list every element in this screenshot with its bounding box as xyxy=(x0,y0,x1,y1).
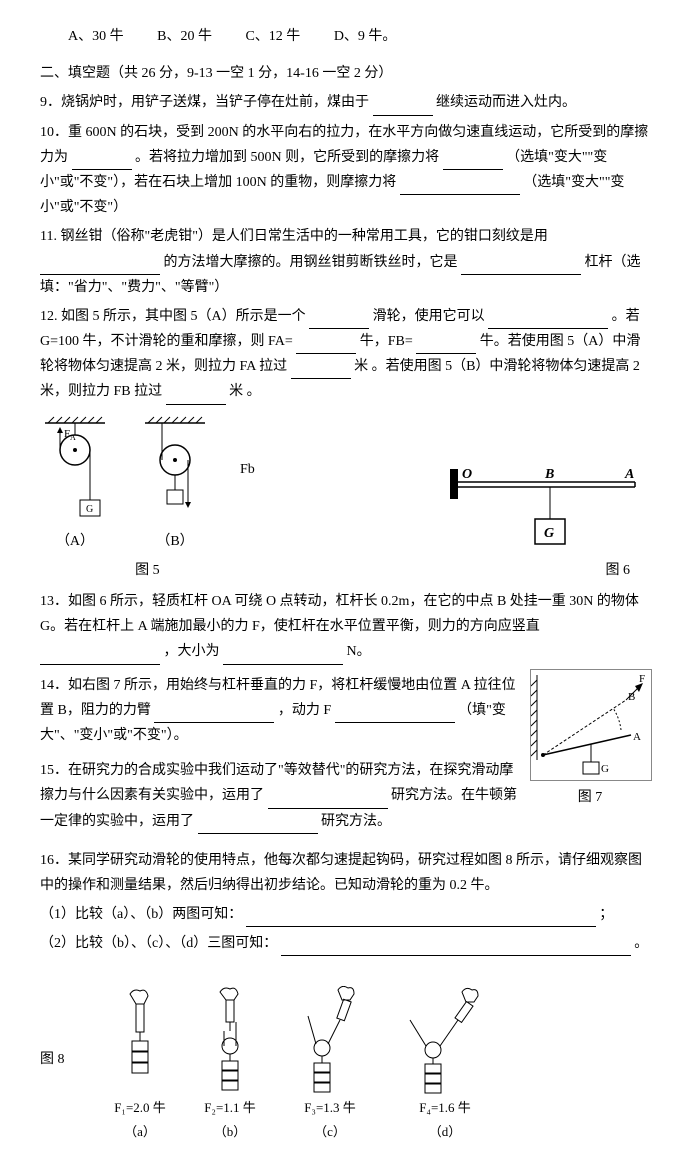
fig8c-sub: （c） xyxy=(290,1120,370,1143)
fig8d-sub: （d） xyxy=(400,1120,490,1143)
svg-text:F: F xyxy=(639,673,645,685)
label-O: O xyxy=(462,467,472,482)
q10-blank-2 xyxy=(443,152,503,170)
fig5a-label: （A） xyxy=(40,529,110,554)
q15-blank-1 xyxy=(268,791,388,809)
fig8b-F: F₂=1.1 牛 xyxy=(200,1096,260,1119)
figure-5b: （B） xyxy=(140,415,210,554)
label-A: A xyxy=(624,467,634,482)
pulley-movable-icon xyxy=(140,415,210,525)
q16-p2-text: （2）比较（b）、（c）、（d）三图可知： xyxy=(40,936,277,951)
q9-post: 继续运动而进入灶内。 xyxy=(436,95,576,110)
q16-blank-2 xyxy=(281,939,631,957)
q11-text-1: 11. 钢丝钳（俗称"老虎钳"）是人们日常生活中的一种常用工具，它的钳口刻纹是用 xyxy=(40,229,548,244)
label-B: B xyxy=(544,467,554,482)
q13-text-3: N。 xyxy=(347,644,371,659)
question-16-intro: 16．某同学研究动滑轮的使用特点，他每次都匀速提起钩码，研究过程如图 8 所示，… xyxy=(40,848,650,898)
q13-blank-1 xyxy=(40,647,160,665)
figure-row-5-6: F A G （A） xyxy=(40,415,650,583)
fig7-caption: 图 7 xyxy=(530,785,650,810)
figure-8c: F₃=1.3 牛 （c） xyxy=(290,986,370,1143)
figure-8d: F₄=1.6 牛 （d） xyxy=(400,986,490,1143)
lever-rotate-icon: A B F G xyxy=(530,669,652,781)
figure-8b: F₂=1.1 牛 （b） xyxy=(200,986,260,1143)
fig8a-sub: （a） xyxy=(110,1120,170,1143)
q9-blank xyxy=(373,98,433,116)
spring-scale-pulley-angle1-icon xyxy=(290,986,370,1096)
svg-text:G: G xyxy=(86,504,93,515)
option-a: A、30 牛 xyxy=(68,29,124,44)
option-c: C、12 牛 xyxy=(245,29,300,44)
q13-text-2: ，大小为 xyxy=(164,644,220,659)
fig5-caption: 图 5 xyxy=(40,558,255,583)
q12-text-1: 12. 如图 5 所示，其中图 5（A）所示是一个 xyxy=(40,309,306,324)
spring-scale-direct-icon xyxy=(110,986,170,1096)
q10-blank-3 xyxy=(400,177,520,195)
q14-text-2: ，动力 F xyxy=(278,703,331,718)
q12-blank-3 xyxy=(296,336,356,354)
q14-blank-1 xyxy=(154,705,274,723)
figure-5a: F A G （A） xyxy=(40,415,110,554)
option-d: D、9 牛。 xyxy=(334,29,397,44)
q9-pre: 9．烧锅炉时，用铲子送煤，当铲子停在灶前，煤由于 xyxy=(40,95,369,110)
q12-text-7: 米 。 xyxy=(229,384,261,399)
q12-text-2: 滑轮，使用它可以 xyxy=(373,309,485,324)
fig6-caption: 图 6 xyxy=(450,558,650,583)
q14-blank-2 xyxy=(335,705,455,723)
q16-p1-end: ； xyxy=(599,907,613,922)
figure-8a: F₁=2.0 牛 （a） xyxy=(110,986,170,1143)
section-2-title: 二、填空题（共 26 分，9-13 一空 1 分，14-16 一空 2 分） xyxy=(40,61,650,86)
q12-blank-6 xyxy=(166,387,226,405)
fig8b-sub: （b） xyxy=(200,1120,260,1143)
q11-blank-2 xyxy=(461,257,581,275)
q10-blank-1 xyxy=(72,152,132,170)
q11-text-2: 的方法增大摩擦的。用钢丝钳剪断铁丝时，它是 xyxy=(164,255,458,270)
label-G: G xyxy=(544,526,554,541)
q10-text-2: 。若将拉力增加到 500N 则，它所受到的摩擦力将 xyxy=(135,150,439,165)
fig8d-F: F₄=1.6 牛 xyxy=(400,1096,490,1119)
q13-blank-2 xyxy=(223,647,343,665)
question-16-part1: （1）比较（a）、（b）两图可知： ； xyxy=(40,902,650,927)
q12-text-4: 牛，FB= xyxy=(360,334,413,349)
q13-text-1: 13．如图 6 所示，轻质杠杆 OA 可绕 O 点转动，杠杆长 0.2m，在它的… xyxy=(40,594,639,634)
question-10: 10．重 600N 的石块，受到 200N 的水平向右的拉力，在水平方向做匀速直… xyxy=(40,120,650,221)
q12-blank-2 xyxy=(488,311,608,329)
q15-blank-2 xyxy=(198,816,318,834)
figure-8-wrap: 图 8 F₁=2.0 牛 （a） xyxy=(40,976,650,1143)
question-13: 13．如图 6 所示，轻质杠杆 OA 可绕 O 点转动，杠杆长 0.2m，在它的… xyxy=(40,589,650,665)
fig5b-label: （B） xyxy=(140,529,210,554)
previous-question-options: A、30 牛 B、20 牛 C、12 牛 D、9 牛。 xyxy=(40,24,650,49)
spring-scale-pulley-angle2-icon xyxy=(400,986,490,1096)
q16-p2-end: 。 xyxy=(634,936,648,951)
spring-scale-pulley-vertical-icon xyxy=(200,986,260,1096)
option-b: B、20 牛 xyxy=(157,29,212,44)
question-9: 9．烧锅炉时，用铲子送煤，当铲子停在灶前，煤由于 继续运动而进入灶内。 xyxy=(40,90,650,115)
figure-6: O B A G 图 6 xyxy=(450,454,650,583)
lever-icon: O B A G xyxy=(450,454,650,554)
q16-p1-text: （1）比较（a）、（b）两图可知： xyxy=(40,907,242,922)
q11-blank-1 xyxy=(40,257,160,275)
q12-blank-1 xyxy=(309,311,369,329)
q14-q15-row: 14．如右图 7 所示，用始终与杠杆垂直的力 F，将杠杆缓慢地由位置 A 拉往位… xyxy=(40,669,650,838)
question-14: 14．如右图 7 所示，用始终与杠杆垂直的力 F，将杠杆缓慢地由位置 A 拉往位… xyxy=(40,673,520,749)
q12-blank-4 xyxy=(416,336,476,354)
question-11: 11. 钢丝钳（俗称"老虎钳"）是人们日常生活中的一种常用工具，它的钳口刻纹是用… xyxy=(40,224,650,300)
pulley-fixed-icon: F A G xyxy=(40,415,110,525)
svg-text:A: A xyxy=(70,433,76,442)
fig8-label: 图 8 xyxy=(40,1047,110,1072)
q16-blank-1 xyxy=(246,909,596,927)
figure-5-group: F A G （A） xyxy=(40,415,255,583)
figure-7: A B F G 图 7 xyxy=(530,669,650,810)
fig8a-F: F₁=2.0 牛 xyxy=(110,1096,170,1119)
svg-text:A: A xyxy=(633,731,641,743)
question-15: 15．在研究力的合成实验中我们运动了"等效替代"的研究方法，在探究滑动摩擦力与什… xyxy=(40,758,520,834)
fb-label: Fb xyxy=(240,457,255,482)
q12-blank-5 xyxy=(291,362,351,380)
svg-text:G: G xyxy=(601,763,609,775)
question-12: 12. 如图 5 所示，其中图 5（A）所示是一个 滑轮，使用它可以 。若 G=… xyxy=(40,304,650,405)
q15-text-3: 研究方法。 xyxy=(321,814,391,829)
fig8c-F: F₃=1.3 牛 xyxy=(290,1096,370,1119)
question-16-part2: （2）比较（b）、（c）、（d）三图可知： 。 xyxy=(40,931,650,956)
